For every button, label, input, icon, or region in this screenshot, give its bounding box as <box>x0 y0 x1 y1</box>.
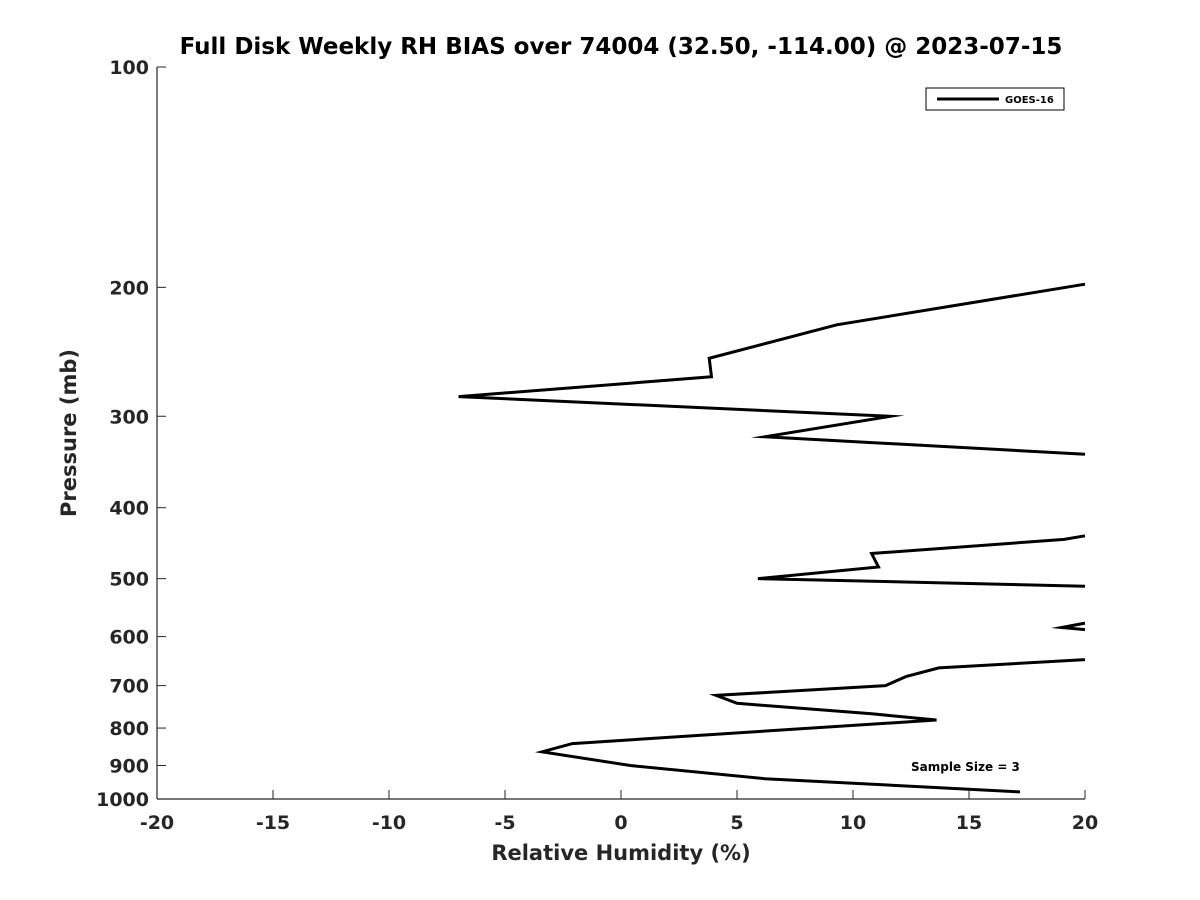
y-tick-label: 1000 <box>96 789 149 811</box>
x-tick-label: -15 <box>256 812 290 834</box>
series-line-goes-16 <box>458 282 1086 456</box>
y-axis-label: Pressure (mb) <box>57 349 81 517</box>
sample-size-annotation: Sample Size = 3 <box>911 760 1020 774</box>
y-ticks: 100 200 300 400 500 600 700 800 900 1000 <box>96 57 166 811</box>
x-tick-label: -5 <box>494 812 515 834</box>
y-tick-label: 600 <box>109 627 149 649</box>
y-tick-label: 100 <box>109 57 149 79</box>
x-tick-label: 15 <box>956 812 982 834</box>
y-tick-label: 200 <box>109 277 149 299</box>
series-line-goes-16 <box>534 658 1086 794</box>
series-line-goes-16 <box>1050 621 1086 632</box>
x-axis-label: Relative Humidity (%) <box>491 841 750 865</box>
x-tick-label: 20 <box>1072 812 1098 834</box>
x-ticks: -20 -15 -10 -5 0 5 10 15 20 <box>140 790 1098 834</box>
y-tick-label: 800 <box>109 718 149 740</box>
y-tick-label: 700 <box>109 676 149 698</box>
y-tick-label: 900 <box>109 756 149 778</box>
x-tick-label: 10 <box>840 812 866 834</box>
x-tick-label: 5 <box>730 812 743 834</box>
x-tick-label: 0 <box>614 812 627 834</box>
x-tick-label: -10 <box>372 812 406 834</box>
y-tick-label: 500 <box>109 569 149 591</box>
series-layer <box>458 282 1086 794</box>
y-tick-label: 300 <box>109 406 149 428</box>
legend-label-goes-16: GOES-16 <box>1005 95 1054 106</box>
y-tick-label: 400 <box>109 498 149 520</box>
plot-area <box>157 67 1085 799</box>
legend: GOES-16 <box>925 87 1065 111</box>
series-line-goes-16 <box>757 534 1086 588</box>
chart-title: Full Disk Weekly RH BIAS over 74004 (32.… <box>180 34 1063 60</box>
x-tick-label: -20 <box>140 812 174 834</box>
